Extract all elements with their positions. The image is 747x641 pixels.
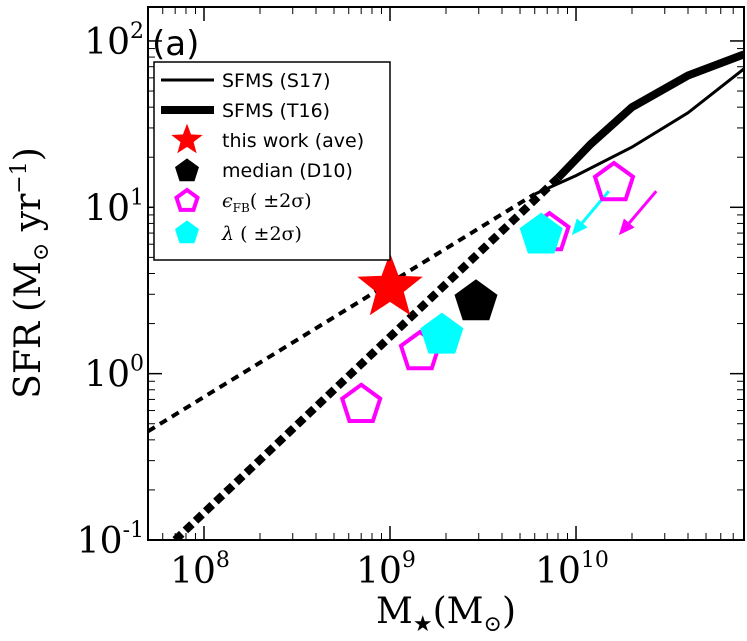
y-axis-label: SFR(M⊙ yr−1): [7, 147, 54, 399]
x-tick-label-2: 1010: [535, 548, 609, 592]
y-tick-label-1: 100: [84, 352, 144, 396]
legend-star-shape: [171, 123, 203, 154]
pentagon-marker-2-3: [592, 160, 636, 202]
star-marker-0-0: [357, 252, 423, 316]
legend-pentagon-black-shape: [175, 158, 199, 182]
x-axis-label: M★(M⊙): [376, 591, 516, 637]
pentagon-marker-3-1: [519, 212, 563, 254]
x-tick-label-0: 108: [170, 548, 230, 592]
legend-label-lam: λ ( ±2σ): [221, 223, 302, 245]
x-tick-labels: 108 109 1010: [170, 548, 609, 592]
sfms-line-2: [555, 50, 744, 181]
arrow-shaft-1: [628, 190, 658, 224]
pentagon-marker-2-0: [339, 382, 383, 423]
legend-pentagon-cyan-icon: [175, 220, 199, 244]
legend-pentagon-magenta-icon: [174, 187, 200, 212]
legend-pentagon-cyan-shape: [175, 220, 199, 244]
plot-frame: [147, 6, 745, 541]
sfms-line-0: [534, 67, 744, 196]
sfms-line-1: [148, 192, 536, 434]
legend-pentagon-black-icon: [175, 158, 199, 182]
y-tick-labels: 10-1 100 101 102: [77, 19, 144, 562]
plot-area: [148, 50, 744, 540]
legend-pentagon-magenta-shape: [174, 187, 200, 212]
legend-label-eps: ϵFB( ±2σ): [222, 190, 312, 215]
x-tick-label-1: 109: [356, 548, 416, 592]
pentagon-marker-3-0: [420, 312, 464, 354]
legend-label-t16: SFMS (T16): [222, 100, 330, 122]
y-tick-label-0: 10-1: [77, 518, 144, 562]
legend-label-d10: median (D10): [222, 160, 353, 182]
panel-label: (a): [152, 24, 199, 64]
arrow-shaft-0: [581, 190, 610, 224]
y-tick-label-2: 101: [84, 185, 144, 229]
legend-star-icon: [171, 123, 203, 154]
legend-box: [153, 61, 391, 261]
legend: SFMS (S17) SFMS (T16) this work (ave) me…: [153, 61, 391, 261]
sfms-line-3: [172, 175, 561, 540]
arrow-head-1: [618, 218, 635, 236]
legend-label-ave: this work (ave): [222, 130, 364, 152]
axis-ticks: [148, 7, 744, 541]
pentagon-marker-1-0: [454, 279, 498, 321]
legend-label-s17: SFMS (S17): [222, 70, 331, 92]
y-tick-label-3: 102: [84, 19, 144, 63]
arrow-head-0: [571, 218, 588, 236]
